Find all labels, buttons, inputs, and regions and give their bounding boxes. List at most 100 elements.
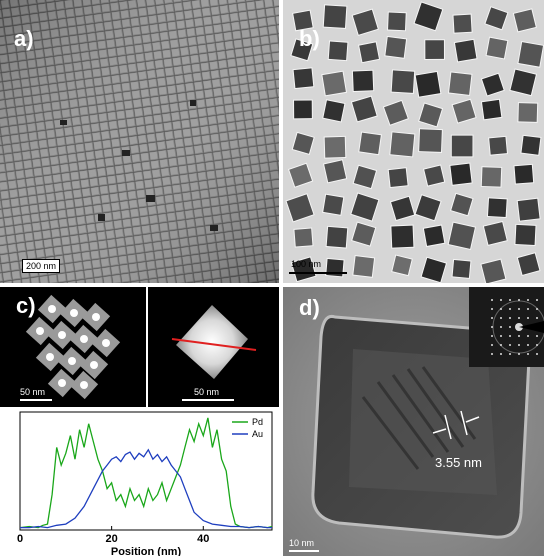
panel-a-texture	[0, 0, 279, 283]
nanocube-particle	[391, 254, 413, 277]
nanocube-particle	[451, 258, 472, 279]
particle-core	[90, 361, 98, 369]
panel-d-label: d)	[299, 295, 320, 320]
diffraction-spot	[500, 308, 502, 310]
particle-core	[92, 313, 100, 321]
diffraction-spot	[527, 344, 529, 346]
diffraction-spot	[500, 344, 502, 346]
panel-c-assembly-image	[25, 294, 121, 400]
diffraction-spot	[500, 317, 502, 319]
nanocube-particle	[516, 252, 541, 277]
diffraction-spot	[500, 335, 502, 337]
nanocube-particle	[290, 38, 314, 62]
nanocube-particle	[485, 36, 509, 60]
particle-core	[58, 331, 66, 339]
nanocube-particle	[322, 159, 348, 184]
diffraction-spot	[527, 308, 529, 310]
panel-c-left-scale-label: 50 nm	[20, 387, 46, 397]
diffraction-spot	[509, 335, 511, 337]
diffraction-spot	[491, 335, 493, 337]
nanocube-particle	[322, 4, 348, 29]
nanocube-particle	[327, 40, 349, 62]
diffraction-spot	[518, 335, 520, 337]
nanocube-particle	[358, 131, 382, 156]
nanocube-particle	[322, 193, 345, 216]
nanocube-particle	[517, 102, 539, 123]
diffraction-spot	[509, 344, 511, 346]
legend-label-au: Au	[252, 429, 263, 439]
chart-x-axis-label: Position (nm)	[111, 546, 182, 556]
nanocube-particle	[509, 68, 538, 97]
nanocube-particle	[351, 69, 375, 93]
diffraction-spot	[500, 353, 502, 355]
nanocube-particle	[293, 227, 314, 248]
nanocube-core	[349, 349, 497, 495]
diffraction-spots	[491, 299, 544, 355]
nanocube-particle	[486, 197, 508, 219]
particle-core	[46, 353, 54, 361]
diffraction-spot	[536, 299, 538, 301]
nanocube-particle	[514, 223, 537, 247]
diffraction-spot	[536, 353, 538, 355]
nanocube-particle	[512, 8, 537, 33]
diffraction-spot	[491, 353, 493, 355]
nanocube-particle	[422, 164, 446, 187]
chart-plot-frame	[19, 411, 273, 531]
diffraction-spot	[527, 299, 529, 301]
diffraction-spot	[500, 326, 502, 328]
nanocube-particle	[480, 98, 503, 121]
panel-c-left-scale-bar	[20, 399, 52, 401]
nanocube-particle	[389, 195, 416, 222]
panel-d-scale-label: 10 nm	[289, 538, 315, 548]
series-line-pd	[19, 417, 273, 529]
nanocube-particle	[414, 70, 442, 98]
panel-d-scale-bar	[289, 550, 319, 552]
diffraction-spot	[491, 299, 493, 301]
nanocube-particle	[484, 6, 509, 31]
diffraction-spot	[518, 353, 520, 355]
particle-core	[102, 339, 110, 347]
diffraction-spot	[527, 353, 529, 355]
nanocube-particle	[452, 13, 473, 34]
nanocube-particle	[358, 41, 381, 64]
nanocube-particle	[350, 192, 380, 222]
nanocube-particle	[413, 1, 444, 32]
chart-legend: Pd Au	[232, 417, 263, 439]
diffraction-spot	[518, 308, 520, 310]
nanocube-particle	[520, 134, 542, 156]
nanocube-particle	[351, 8, 379, 36]
particle-core	[48, 305, 56, 313]
diffraction-spot	[536, 335, 538, 337]
diffraction-spot	[527, 317, 529, 319]
nanocube-particle	[449, 162, 473, 186]
x-tick-label: 20	[106, 533, 118, 545]
nanocube-particle	[389, 131, 416, 158]
diffraction-pattern-inset	[469, 287, 544, 367]
nanocube-particle	[451, 98, 477, 124]
nanocube-particle	[292, 9, 314, 32]
nanocube-particle	[424, 39, 445, 60]
chart-svg: 0 20 40 Pd Au Position (nm)	[17, 411, 273, 556]
nanocube-particle	[382, 99, 409, 126]
diffraction-spot	[491, 326, 493, 328]
nanocube-particle	[482, 220, 508, 246]
nanocube-particle	[390, 69, 416, 94]
nanocube-particle	[418, 102, 444, 128]
nanocube-particle	[453, 38, 478, 63]
nanocube-particle	[488, 135, 509, 156]
panel-b-label: b)	[299, 26, 320, 51]
diffraction-spot	[500, 299, 502, 301]
x-tick-label: 0	[17, 533, 23, 545]
panel-a-label: a)	[14, 26, 34, 51]
panel-d-hrtem-image: d) 3.55 nm 10 nm	[283, 287, 544, 556]
diffraction-spot	[509, 326, 511, 328]
particle-core	[36, 327, 44, 335]
panel-c-particle-image	[171, 305, 257, 379]
panel-a-sem-image: a) 200 nm	[0, 0, 279, 283]
particle-core	[70, 309, 78, 317]
nanocube-particle	[480, 72, 505, 97]
nanocube-particle	[325, 257, 345, 278]
nanocube-particle	[420, 256, 448, 283]
nanocube-particle	[291, 131, 315, 155]
nanocube-particle	[447, 71, 473, 96]
